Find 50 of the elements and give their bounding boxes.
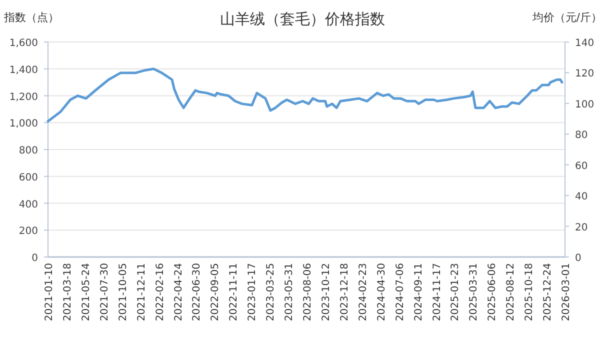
x-tick-label: 2023-01-17 <box>247 263 258 322</box>
x-tick-label: 2023-08-06 <box>302 263 314 322</box>
x-tick-label: 2025-06-06 <box>487 263 498 322</box>
x-tick-label: 2023-12-18 <box>339 263 350 322</box>
x-tick-label: 2023-03-25 <box>266 263 277 322</box>
x-tick-label: 2021-12-11 <box>136 263 148 322</box>
x-tick-label: 2025-03-31 <box>468 263 480 322</box>
x-tick-label: 2024-07-06 <box>394 263 406 322</box>
y2-tick-label: 20 <box>575 222 588 234</box>
y-tick-label: 0 <box>32 253 38 264</box>
x-tick-label: 2023-05-31 <box>284 263 296 322</box>
x-tick-label: 2025-10-18 <box>524 263 536 322</box>
x-tick-label: 2025-01-23 <box>450 263 462 322</box>
x-tick-label: 2023-10-12 <box>320 263 332 322</box>
x-tick-label: 2026-03-01 <box>561 263 572 322</box>
y2-tick-label: 60 <box>575 160 588 172</box>
x-tick-label: 2022-11-11 <box>228 263 240 322</box>
x-tick-label: 2021-03-18 <box>62 263 74 322</box>
x-tick-label: 2021-05-24 <box>80 263 92 322</box>
y2-tick-label: 100 <box>575 99 594 110</box>
x-tick-label: 2022-06-30 <box>192 263 203 322</box>
y-tick-label: 200 <box>18 226 38 238</box>
x-tick-label: 2025-12-24 <box>542 263 554 322</box>
x-tick-label: 2024-09-11 <box>413 263 424 322</box>
y-tick-label: 1,600 <box>9 38 38 49</box>
y2-tick-label: 0 <box>575 253 582 264</box>
y-tick-label: 1,200 <box>9 92 38 103</box>
x-tick-label: 2022-04-24 <box>173 263 184 322</box>
x-tick-label: 2024-02-23 <box>358 263 369 322</box>
y2-tick-label: 80 <box>575 130 588 142</box>
x-tick-label: 2021-01-10 <box>44 263 55 322</box>
y2-axis-title: 均价（元/斤） <box>531 11 602 24</box>
chart-title: 山羊绒（套毛）价格指数 <box>220 10 385 28</box>
y-tick-label: 400 <box>18 199 38 210</box>
y2-tick-label: 40 <box>575 192 588 203</box>
y-tick-label: 600 <box>18 172 38 184</box>
x-tick-label: 2022-09-05 <box>210 263 222 322</box>
x-tick-label: 2021-10-05 <box>118 263 129 322</box>
y2-tick-label: 140 <box>575 38 594 49</box>
y-tick-label: 800 <box>18 146 38 156</box>
x-tick-label: 2022-02-16 <box>154 263 166 322</box>
y2-tick-label: 120 <box>575 68 594 80</box>
y-tick-label: 1,000 <box>9 118 38 130</box>
y-tick-label: 1,400 <box>9 64 38 76</box>
line-series <box>46 68 564 123</box>
y-axis-title: 指数（点） <box>3 11 59 24</box>
x-tick-label: 2025-08-12 <box>506 263 517 322</box>
x-tick-label: 2024-04-30 <box>376 263 388 322</box>
x-tick-label: 2021-07-30 <box>99 263 110 322</box>
x-tick-label: 2024-11-17 <box>432 263 443 322</box>
